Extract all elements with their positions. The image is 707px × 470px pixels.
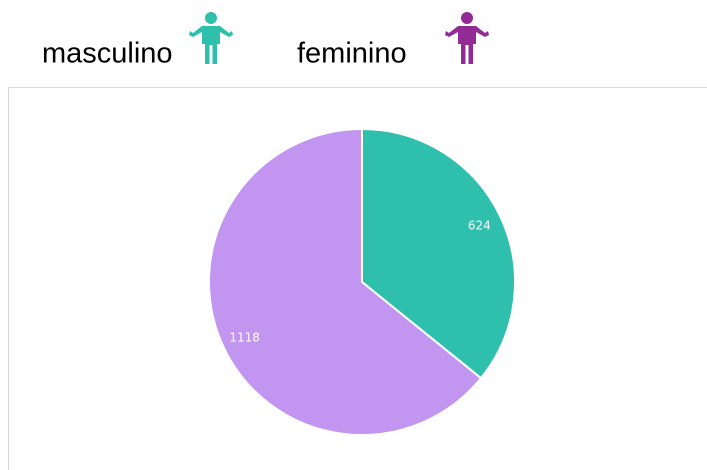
icon-arms — [445, 26, 489, 37]
icon-body — [458, 26, 476, 64]
legend-icon — [445, 12, 489, 64]
icon-head — [205, 12, 217, 24]
value-label: 1118 — [229, 331, 260, 345]
pie: 624 1118 — [208, 127, 516, 436]
legend-label: feminino — [297, 38, 407, 70]
legend-label: masculino — [42, 38, 173, 70]
icon-body — [202, 26, 220, 64]
icon-head — [461, 12, 473, 24]
value-label: 624 — [468, 218, 491, 232]
legend: masculino feminino — [42, 12, 489, 70]
pie-slice — [361, 127, 516, 380]
legend-icon — [189, 12, 233, 64]
icon-arms — [189, 26, 233, 37]
pie-slice — [208, 127, 483, 436]
